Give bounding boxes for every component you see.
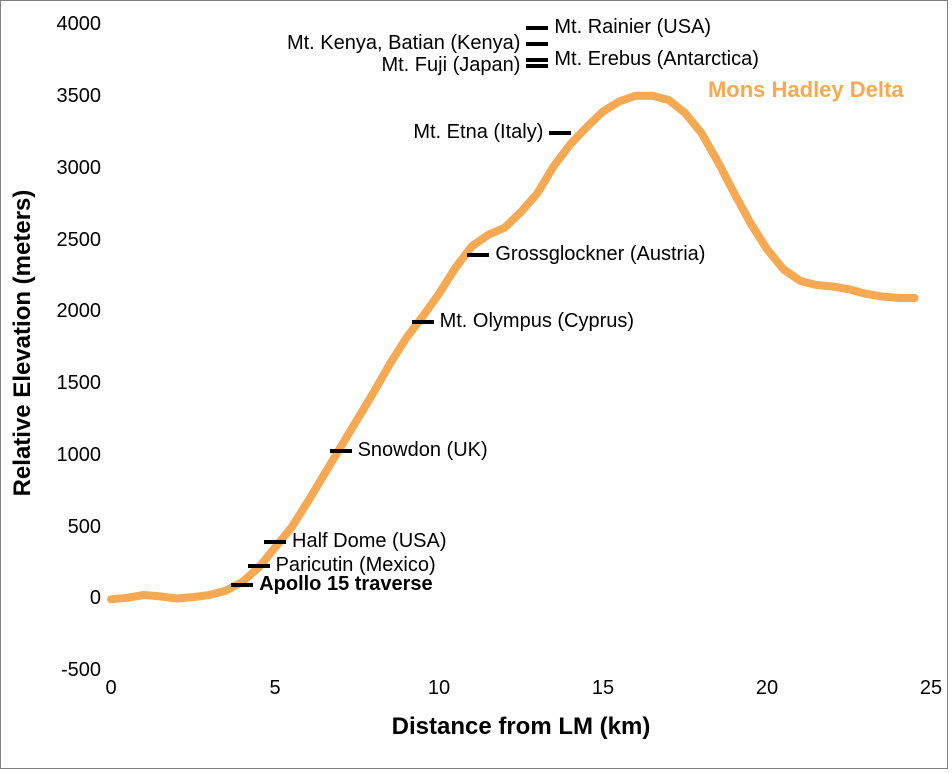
x-tick-label: 0 — [99, 677, 123, 700]
y-tick-label: 1500 — [57, 372, 102, 395]
reference-label: Grossglockner (Austria) — [495, 243, 705, 266]
y-tick-label: 3500 — [57, 85, 102, 108]
y-tick-label: -500 — [61, 659, 101, 682]
x-tick-label: 20 — [755, 677, 779, 700]
chart-frame: Mons Hadley Delta Mt. Rainier (USA) Mt. Ke… — [0, 0, 948, 769]
reference-tick — [248, 564, 270, 568]
series-label: Mons Hadley Delta — [708, 77, 904, 103]
x-tick-label: 10 — [427, 677, 451, 700]
y-axis-label: Relative Elevation (meters) — [9, 183, 37, 503]
reference-tick — [549, 131, 571, 135]
y-tick-label: 3000 — [57, 157, 102, 180]
reference-tick — [526, 26, 548, 30]
reference-label: Mt. Olympus (Cyprus) — [440, 310, 634, 333]
reference-tick — [526, 64, 548, 68]
x-axis-label: Distance from LM (km) — [341, 713, 701, 741]
plot-area: Mons Hadley Delta Mt. Rainier (USA) Mt. Ke… — [111, 11, 931, 671]
reference-tick — [231, 583, 253, 587]
x-tick-label: 25 — [919, 677, 943, 700]
reference-label: Half Dome (USA) — [292, 530, 446, 553]
y-tick-label: 1000 — [57, 444, 102, 467]
x-tick-label: 5 — [263, 677, 287, 700]
reference-label: Mt. Fuji (Japan) — [381, 54, 520, 77]
reference-label: Apollo 15 traverse — [259, 573, 432, 596]
y-tick-label: 2500 — [57, 229, 102, 252]
reference-tick — [526, 42, 548, 46]
reference-label: Mt. Etna (Italy) — [413, 121, 543, 144]
reference-label: Snowdon (UK) — [358, 439, 488, 462]
reference-tick — [330, 449, 352, 453]
reference-label: Mt. Rainier (USA) — [554, 16, 711, 39]
y-tick-label: 4000 — [57, 13, 102, 36]
reference-tick — [526, 58, 548, 62]
reference-label: Mt. Kenya, Batian (Kenya) — [287, 32, 520, 55]
reference-tick — [467, 253, 489, 257]
x-tick-label: 15 — [591, 677, 615, 700]
reference-tick — [412, 320, 434, 324]
reference-label: Mt. Erebus (Antarctica) — [554, 48, 759, 71]
elevation-curve — [111, 11, 931, 671]
reference-tick — [264, 540, 286, 544]
y-tick-label: 2000 — [57, 300, 102, 323]
y-tick-label: 500 — [68, 516, 101, 539]
y-tick-label: 0 — [90, 587, 101, 610]
